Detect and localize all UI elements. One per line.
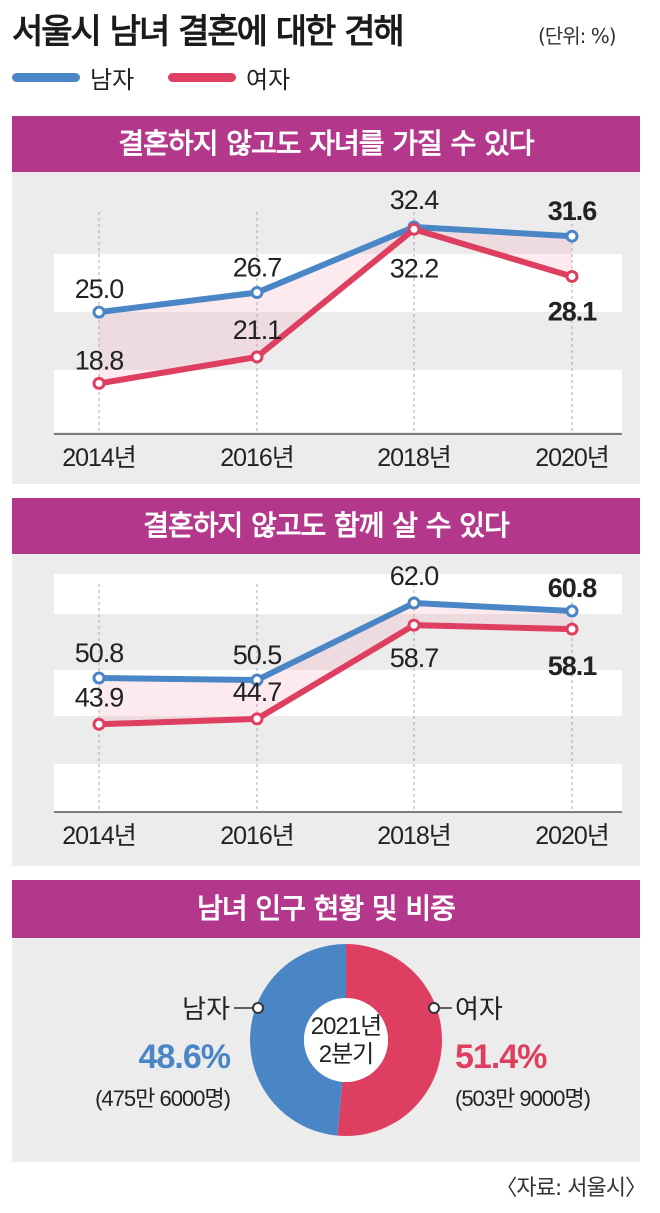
chart1-title-banner: 결혼하지 않고도 자녀를 가질 수 있다 bbox=[12, 116, 640, 172]
data-point-female bbox=[565, 622, 579, 636]
female-pct-label: 51.4% bbox=[455, 1038, 547, 1076]
male-pct-label: 48.6% bbox=[139, 1038, 231, 1076]
data-label-male: 62.0 bbox=[390, 561, 439, 591]
data-point-male bbox=[250, 673, 264, 687]
gap-area bbox=[99, 227, 572, 384]
series-line-male bbox=[96, 224, 575, 316]
callout-dot-male bbox=[252, 1002, 264, 1014]
x-tick-label: 2018년 bbox=[377, 444, 451, 472]
source-note: 〈자료: 서울시〉 bbox=[495, 1176, 647, 1201]
data-label-female: 18.8 bbox=[75, 345, 124, 375]
data-point-male bbox=[250, 286, 264, 300]
chart3-title-banner: 남녀 인구 현황 및 비중 bbox=[12, 880, 640, 938]
data-point-female bbox=[407, 618, 421, 632]
x-tick-label: 2014년 bbox=[62, 444, 136, 472]
legend-male-label: 남자 bbox=[90, 66, 135, 94]
legend-male-swatch bbox=[12, 73, 80, 82]
data-label-male: 60.8 bbox=[548, 573, 598, 603]
data-label-female: 44.7 bbox=[233, 677, 282, 707]
series-line-female bbox=[96, 226, 575, 387]
x-tick-label: 2014년 bbox=[62, 822, 136, 850]
x-tick-label: 2020년 bbox=[535, 444, 609, 472]
chart1-line-chart: 25.0 26.7 32.4 31.6 18.8 21.1 32.2 28.1 2014년 201… bbox=[54, 185, 622, 472]
series-line-male bbox=[96, 600, 575, 684]
page-title: 서울시 남녀 결혼에 대한 견해 bbox=[12, 12, 405, 52]
female-count-label: (503만 9000명) bbox=[455, 1086, 590, 1111]
donut-center-quarter: 2분기 bbox=[319, 1041, 374, 1068]
gap-area bbox=[99, 603, 572, 725]
data-label-male: 32.4 bbox=[390, 185, 440, 215]
data-label-female: 58.7 bbox=[390, 643, 439, 673]
chart2-panel: 50.8 50.5 62.0 60.8 43.9 44.7 58.7 58.1 2014년 201… bbox=[12, 554, 640, 866]
chart3-panel: 2021년 2분기 남자 48.6% (475만 6000명) 여자 51.4% (503만 … bbox=[12, 938, 640, 1162]
callout-dot-female bbox=[428, 1002, 440, 1014]
data-point-female bbox=[407, 222, 421, 236]
data-label-male: 26.7 bbox=[233, 253, 282, 283]
data-label-female: 32.2 bbox=[390, 253, 439, 283]
chart2-title-banner: 결혼하지 않고도 함께 살 수 있다 bbox=[12, 498, 640, 554]
data-label-male: 31.6 bbox=[548, 196, 598, 226]
chart1-panel: 25.0 26.7 32.4 31.6 18.8 21.1 32.2 28.1 2014년 201… bbox=[12, 172, 640, 484]
data-label-male: 50.8 bbox=[75, 638, 124, 668]
chart2-line-chart: 50.8 50.5 62.0 60.8 43.9 44.7 58.7 58.1 2014년 201… bbox=[54, 561, 622, 850]
legend-female-label: 여자 bbox=[246, 66, 291, 94]
donut-slice-male bbox=[249, 944, 346, 1136]
donut-hole bbox=[304, 998, 388, 1082]
x-tick-label: 2018년 bbox=[377, 822, 451, 850]
data-point-female bbox=[250, 350, 264, 364]
x-tick-label: 2020년 bbox=[535, 822, 609, 850]
data-point-male bbox=[565, 604, 579, 618]
data-point-male bbox=[407, 596, 421, 610]
data-point-male bbox=[92, 305, 106, 319]
stripe-band bbox=[54, 764, 622, 812]
donut-slice-female bbox=[337, 944, 442, 1136]
data-label-male: 25.0 bbox=[75, 274, 124, 304]
unit-label: (단위: %) bbox=[538, 24, 617, 48]
data-label-female: 21.1 bbox=[233, 315, 282, 345]
data-label-female: 58.1 bbox=[548, 651, 598, 681]
data-point-male bbox=[92, 671, 106, 685]
male-name-label: 남자 bbox=[182, 994, 230, 1024]
female-name-label: 여자 bbox=[455, 994, 503, 1024]
data-point-male bbox=[565, 229, 579, 243]
male-count-label: (475만 6000명) bbox=[95, 1086, 230, 1111]
data-point-female bbox=[92, 717, 106, 731]
data-label-female: 43.9 bbox=[75, 682, 124, 712]
x-tick-label: 2016년 bbox=[220, 822, 294, 850]
series-line-female bbox=[96, 622, 575, 728]
data-point-female bbox=[565, 269, 579, 283]
stripe-band bbox=[54, 370, 622, 432]
data-point-female bbox=[92, 376, 106, 390]
data-point-female bbox=[250, 712, 264, 726]
legend-female-swatch bbox=[168, 73, 236, 82]
data-label-male: 50.5 bbox=[233, 640, 282, 670]
donut-center-year: 2021년 bbox=[311, 1013, 381, 1040]
x-tick-label: 2016년 bbox=[220, 444, 294, 472]
data-label-female: 28.1 bbox=[548, 296, 598, 326]
